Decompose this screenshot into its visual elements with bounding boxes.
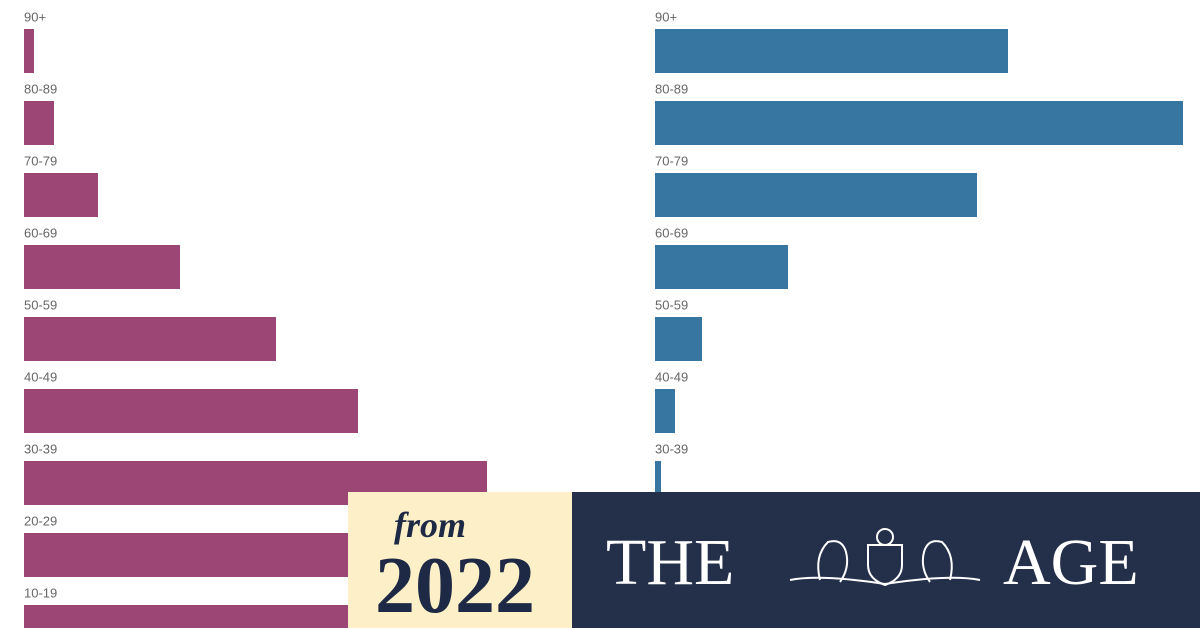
bar bbox=[24, 389, 358, 433]
category-label: 80-89 bbox=[24, 81, 57, 96]
bar-charts: 90+ 80-89 70-79 60-69 50-59 40-49 30-39 20-29 10… bbox=[24, 9, 1183, 628]
category-label: 50-59 bbox=[24, 297, 57, 312]
banner-cream bbox=[348, 492, 572, 628]
category-label: 70-79 bbox=[24, 153, 57, 168]
banner: from 2022 THE AGE bbox=[348, 492, 1200, 628]
category-label: 10-19 bbox=[24, 585, 57, 600]
category-label: 40-49 bbox=[24, 369, 57, 384]
category-label: 60-69 bbox=[655, 225, 688, 240]
crest-ribbon bbox=[789, 576, 981, 586]
bar bbox=[24, 101, 54, 145]
banner-navy bbox=[572, 492, 1200, 628]
category-label: 30-39 bbox=[655, 441, 688, 456]
bar bbox=[24, 245, 180, 289]
crest-lion bbox=[817, 540, 849, 583]
masthead-age: AGE bbox=[1003, 526, 1139, 599]
bar bbox=[655, 461, 661, 505]
bar bbox=[24, 173, 98, 217]
bar bbox=[24, 605, 374, 628]
category-label: 60-69 bbox=[24, 225, 57, 240]
bar bbox=[24, 317, 276, 361]
bar bbox=[655, 101, 1183, 145]
category-label: 90+ bbox=[24, 9, 46, 24]
bar bbox=[655, 29, 1008, 73]
banner-year: 2022 bbox=[375, 542, 535, 628]
masthead-the: THE bbox=[606, 526, 734, 599]
bar bbox=[655, 173, 977, 217]
category-label: 30-39 bbox=[24, 441, 57, 456]
bar bbox=[655, 389, 675, 433]
category-label: 20-29 bbox=[24, 513, 57, 528]
crest-crown bbox=[876, 528, 894, 546]
crest-unicorn bbox=[921, 540, 953, 583]
bar bbox=[655, 245, 788, 289]
banner-from: from bbox=[394, 505, 466, 545]
crest bbox=[789, 528, 981, 587]
bar bbox=[655, 317, 702, 361]
bar bbox=[24, 29, 34, 73]
category-label: 90+ bbox=[655, 9, 677, 24]
category-label: 80-89 bbox=[655, 81, 688, 96]
category-label: 70-79 bbox=[655, 153, 688, 168]
category-label: 50-59 bbox=[655, 297, 688, 312]
category-label: 40-49 bbox=[655, 369, 688, 384]
